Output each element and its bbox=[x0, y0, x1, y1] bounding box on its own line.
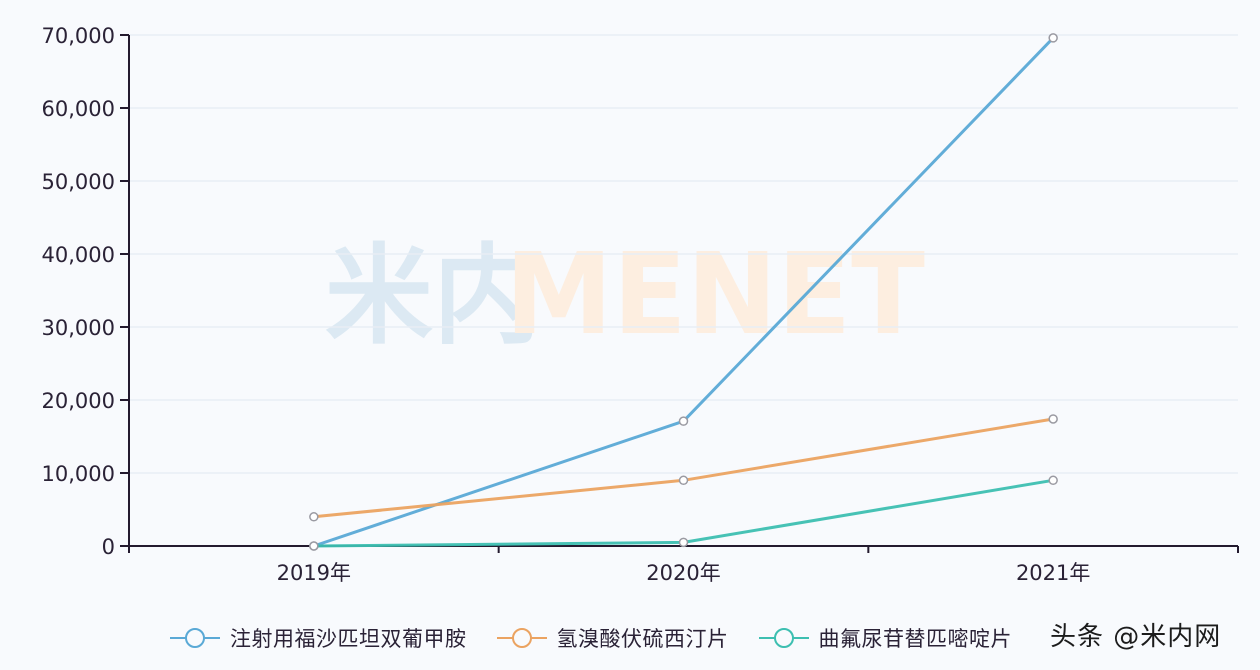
legend-label: 氢溴酸伏硫西汀片 bbox=[556, 627, 729, 651]
y-tick-label: 30,000 bbox=[42, 316, 115, 340]
y-tick-label: 0 bbox=[102, 535, 115, 559]
x-tick-label: 2021年 bbox=[1016, 561, 1090, 585]
series-line-2 bbox=[309, 475, 1058, 551]
chart-legend: 注射用福沙匹坦双葡甲胺 氢溴酸伏硫西汀片 曲氟尿苷替匹嘧啶片 bbox=[170, 620, 1012, 656]
legend-label: 注射用福沙匹坦双葡甲胺 bbox=[230, 627, 467, 651]
data-point-marker[interactable] bbox=[1048, 475, 1058, 486]
legend-label: 曲氟尿苷替匹嘧啶片 bbox=[818, 627, 1012, 651]
data-point-marker[interactable] bbox=[1048, 414, 1058, 424]
y-tick-label: 60,000 bbox=[42, 97, 115, 121]
watermark-en: MENET bbox=[505, 230, 925, 360]
legend-item-series-0[interactable]: 注射用福沙匹坦双葡甲胺 bbox=[170, 623, 467, 653]
y-tick-label: 10,000 bbox=[42, 462, 115, 486]
data-point-marker[interactable] bbox=[1048, 33, 1058, 43]
y-axis: 0 10,000 20,000 30,000 40,000 50,000 60,000 70,… bbox=[42, 24, 130, 559]
data-point-marker[interactable] bbox=[309, 512, 319, 522]
y-tick-label: 20,000 bbox=[42, 389, 115, 413]
grid-lines bbox=[129, 34, 1238, 474]
x-tick-label: 2020年 bbox=[646, 561, 720, 585]
data-point-marker[interactable] bbox=[678, 416, 689, 426]
y-tick-label: 70,000 bbox=[42, 24, 115, 48]
data-point-marker[interactable] bbox=[678, 475, 689, 486]
source-credit: 头条 @米内网 bbox=[1050, 622, 1222, 652]
data-point-marker[interactable] bbox=[678, 537, 689, 548]
series-line-1 bbox=[309, 414, 1058, 522]
y-tick-label: 50,000 bbox=[42, 170, 115, 194]
legend-circle-icon bbox=[758, 628, 809, 648]
legend-item-series-2[interactable]: 曲氟尿苷替匹嘧啶片 bbox=[758, 623, 1013, 653]
legend-circle-icon bbox=[170, 628, 220, 648]
series-lines bbox=[309, 33, 1058, 551]
data-point-marker[interactable] bbox=[309, 541, 319, 551]
x-tick-label: 2019年 bbox=[277, 561, 351, 585]
watermark-cn: 米内 bbox=[325, 234, 541, 359]
x-axis: 2019年 2020年 2021年 bbox=[128, 545, 1239, 585]
legend-item-series-1[interactable]: 氢溴酸伏硫西汀片 bbox=[496, 623, 729, 653]
legend-circle-icon bbox=[496, 628, 547, 648]
y-tick-label: 40,000 bbox=[42, 243, 115, 267]
